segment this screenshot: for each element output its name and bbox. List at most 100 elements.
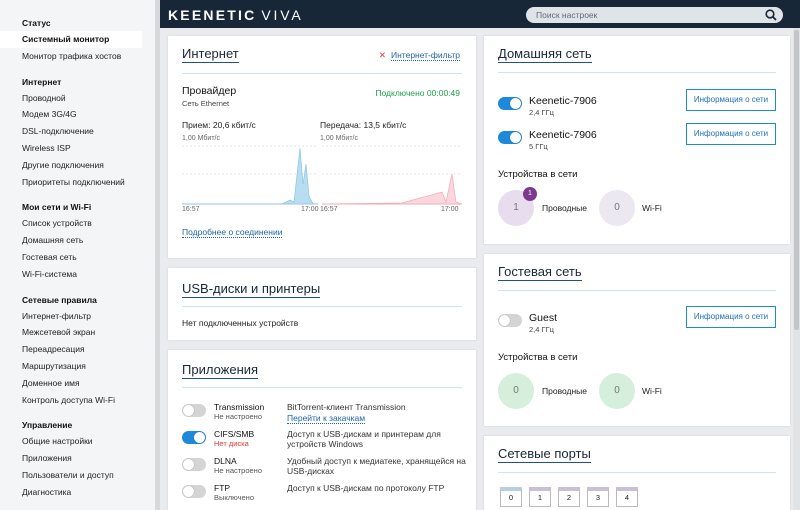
details-link-text: Подробнее о соединении <box>182 227 283 238</box>
network-band: 2,4 ГГц <box>529 325 554 334</box>
card-title: Сетевые порты <box>498 446 591 463</box>
menu-item[interactable]: Wireless ISP <box>22 142 71 153</box>
network-info-button[interactable]: Информация о сети <box>686 306 776 328</box>
network-toggle[interactable] <box>498 131 522 144</box>
rx-scale: 1,00 Мбит/с <box>182 135 220 142</box>
menu-item[interactable]: Диагностика <box>22 486 72 497</box>
traffic-graphs <box>182 145 462 205</box>
filter-link-text: Интернет-фильтр <box>390 50 460 61</box>
menu-group-title: Интернет <box>22 76 62 87</box>
menu-item[interactable]: Приоритеты подключений <box>22 176 125 187</box>
menu-item[interactable]: Переадресация <box>22 344 85 355</box>
app-name: FTP <box>214 483 231 493</box>
filter-link[interactable]: ✕ Интернет-фильтр <box>378 50 460 61</box>
app-status: Не настроено <box>214 412 262 421</box>
guest-network-card: Гостевая сеть Устройства в сети 0 Провод… <box>484 254 790 426</box>
network-band: 5 ГГц <box>529 142 548 151</box>
logo-brand: KEENETIC <box>168 7 257 23</box>
app-description: BitTorrent-клиент Transmission <box>287 402 406 412</box>
wired-badge: 1 <box>523 187 537 201</box>
card-title: USB-диски и принтеры <box>182 281 321 298</box>
wifi-count[interactable]: 0 <box>599 190 635 226</box>
menu-item[interactable]: Список устройств <box>22 218 92 229</box>
wifi-count[interactable]: 0 <box>599 373 635 409</box>
wired-count[interactable]: 0 <box>498 373 534 409</box>
port[interactable]: 3 <box>587 487 609 507</box>
internet-card: Интернет ✕ Интернет-фильтр Провайдер Сеть… <box>168 36 476 258</box>
menu-item[interactable]: Монитор трафика хостов <box>22 50 122 61</box>
menu-item[interactable]: Контроль доступа Wi-Fi <box>22 394 115 405</box>
app-description: Доступ к USB-дискам по протоколу FTP <box>287 483 445 493</box>
sidebar-menu: Статус Системный монитор Монитор трафика х… <box>0 12 142 510</box>
app-toggle[interactable] <box>182 404 206 417</box>
menu-item[interactable]: Домашняя сеть <box>22 235 84 246</box>
menu-item[interactable]: Межсетевой экран <box>22 327 96 338</box>
network-toggle[interactable] <box>498 314 522 327</box>
card-title: Интернет <box>182 46 239 63</box>
devices-title: Устройства в сети <box>498 169 578 180</box>
app-status: Выключено <box>214 493 254 502</box>
app-name: Transmission <box>214 402 265 412</box>
app-link-text: Перейти к закачкам <box>287 413 366 424</box>
card-title: Домашняя сеть <box>498 46 592 63</box>
header: KEENETIC VIVA Поиск настроек <box>160 0 800 28</box>
menu-item[interactable]: Маршрутизация <box>22 360 86 371</box>
app-description: Доступ к USB-дискам и принтерам для устр… <box>287 429 441 449</box>
wired-label: Проводные <box>542 386 588 396</box>
tx-time-end: 17:00 <box>441 206 459 213</box>
network-band: 2,4 ГГц <box>529 108 554 117</box>
port[interactable]: 4 <box>616 487 638 507</box>
menu-item[interactable]: Общие настройки <box>22 436 93 447</box>
app-status: Не настроено <box>214 466 262 475</box>
network-name: Keenetic-7906 <box>529 129 597 141</box>
tx-scale: 1,00 Мбит/с <box>320 135 358 142</box>
sidebar-scrollbar <box>155 0 160 510</box>
app-name: CIFS/SMB <box>214 429 255 439</box>
menu-item[interactable]: Приложения <box>22 453 72 464</box>
app-toggle[interactable] <box>182 458 206 471</box>
port[interactable]: 0 <box>500 487 522 507</box>
devices-title: Устройства в сети <box>498 352 578 363</box>
card-title: Приложения <box>182 362 259 379</box>
app-toggle[interactable] <box>182 485 206 498</box>
rx-time-start: 16:57 <box>182 206 200 213</box>
port[interactable]: 2 <box>558 487 580 507</box>
logo-model: VIVA <box>261 7 304 23</box>
network-info-button[interactable]: Информация о сети <box>686 89 776 111</box>
usb-card: USB-диски и принтеры Нет подключенных ус… <box>168 268 476 340</box>
menu-item[interactable]: Доменное имя <box>22 377 80 388</box>
home-network-card: Домашняя сеть Устройства в сети 1 1 Пров… <box>484 36 790 244</box>
menu-item[interactable]: DSL-подключение <box>22 126 94 137</box>
search-box[interactable]: Поиск настроек <box>526 7 783 23</box>
logo[interactable]: KEENETIC VIVA <box>168 7 303 23</box>
wired-label: Проводные <box>542 203 588 213</box>
menu-item[interactable]: Модем 3G/4G <box>22 109 77 120</box>
page-scrollbar <box>793 28 800 510</box>
menu-item[interactable]: Проводной <box>22 92 66 103</box>
tx-label: Передача: 13,5 кбит/с <box>320 120 407 130</box>
app-name: DLNA <box>214 456 237 466</box>
network-name: Keenetic-7906 <box>529 95 597 107</box>
app-status: Нет диска <box>214 439 249 448</box>
menu-item[interactable]: Wi-Fi-система <box>22 268 77 279</box>
network-toggle[interactable] <box>498 97 522 110</box>
menu-item[interactable]: Системный монитор <box>0 31 142 48</box>
rx-time-end: 17:00 <box>301 206 319 213</box>
menu-item[interactable]: Другие подключения <box>22 159 104 170</box>
sidebar: Статус Системный монитор Монитор трафика х… <box>0 0 155 510</box>
menu-group-title: Управление <box>22 420 73 431</box>
network-info-button[interactable]: Информация о сети <box>686 123 776 145</box>
menu-group-title: Сетевые правила <box>22 294 97 305</box>
wifi-label: Wi-Fi <box>642 386 662 396</box>
search-icon <box>765 9 777 21</box>
app-toggle[interactable] <box>182 431 206 444</box>
port[interactable]: 1 <box>529 487 551 507</box>
details-link[interactable]: Подробнее о соединении <box>182 222 283 240</box>
network-name: Guest <box>529 312 558 324</box>
menu-item[interactable]: Пользователи и доступ <box>22 469 114 480</box>
menu-item[interactable]: Гостевая сеть <box>22 251 77 262</box>
app-link[interactable]: Перейти к закачкам <box>287 413 366 424</box>
menu-item[interactable]: Интернет-фильтр <box>22 310 92 321</box>
